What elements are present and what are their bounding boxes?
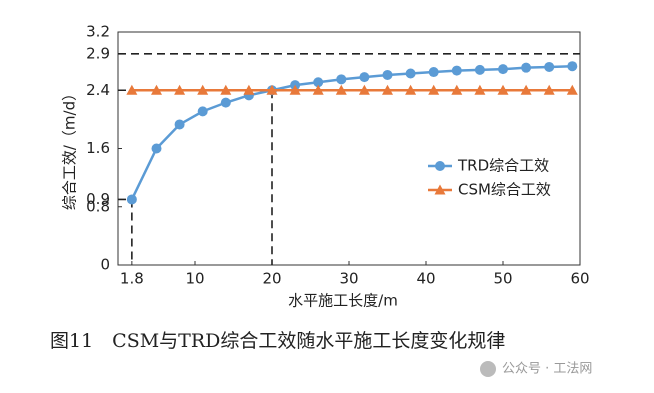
x-tick-label: 50 (493, 270, 512, 288)
y-tick-label: 0.9 (86, 190, 110, 208)
data-point (220, 84, 232, 95)
data-point (382, 84, 393, 95)
data-point (266, 84, 278, 95)
y-axis-title: 综合工效/（m/d） (61, 86, 79, 210)
x-tick-label: 60 (570, 270, 589, 288)
legend-label: TRD综合工效 (457, 157, 549, 175)
y-tick-label: 2.9 (86, 44, 110, 62)
watermark: 公众号 · 工法网 (502, 362, 592, 377)
data-point (474, 64, 485, 75)
data-point (474, 84, 486, 95)
data-point (544, 61, 555, 72)
data-point (428, 84, 440, 95)
x-tick-label: 1.8 (120, 270, 144, 288)
data-point (313, 77, 324, 88)
data-point (174, 84, 186, 95)
plot-frame (117, 31, 581, 266)
data-point (567, 61, 578, 72)
data-point (358, 84, 370, 95)
data-point (497, 84, 509, 95)
data-point (566, 84, 578, 95)
data-point (151, 143, 162, 154)
data-point (126, 84, 138, 95)
data-point (220, 97, 231, 108)
data-point (405, 84, 417, 95)
y-tick-label: 1.6 (86, 139, 110, 157)
data-point (543, 84, 555, 95)
x-tick-label: 40 (416, 270, 435, 288)
caption: 图11 CSM与TRD综合工效随水平施工长度变化规律 (50, 330, 505, 352)
data-point (521, 62, 532, 73)
x-tick-label: 20 (262, 270, 281, 288)
data-point (520, 84, 532, 95)
y-tick-label: 0.8 (86, 197, 110, 215)
series-line (130, 64, 573, 201)
y-tick-label: 2.4 (86, 81, 110, 99)
legend-marker (435, 161, 445, 171)
data-point (174, 119, 185, 130)
data-point (451, 84, 463, 95)
data-point (428, 67, 439, 78)
watermark-icon (480, 361, 496, 377)
legend-label: CSM综合工效 (458, 181, 551, 199)
data-point (336, 74, 347, 85)
legend-marker (434, 184, 446, 195)
data-point (498, 64, 508, 75)
data-point (359, 72, 370, 83)
x-tick-label: 10 (185, 270, 204, 288)
x-tick-label: 30 (339, 270, 358, 288)
data-point (197, 106, 208, 117)
data-point (289, 84, 301, 95)
data-point (243, 84, 255, 95)
data-point (335, 84, 347, 95)
data-point (451, 65, 462, 76)
data-point (312, 84, 324, 95)
y-tick-label: 0 (100, 256, 110, 274)
data-point (382, 69, 393, 80)
data-point (197, 84, 209, 95)
data-point (151, 84, 162, 95)
x-axis-title: 水平施工长度/m (288, 292, 398, 310)
data-point (405, 68, 416, 79)
y-tick-label: 3.2 (86, 23, 110, 41)
data-point (126, 194, 137, 205)
